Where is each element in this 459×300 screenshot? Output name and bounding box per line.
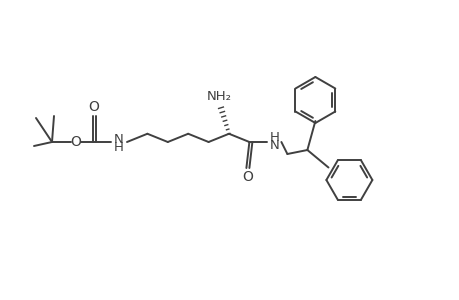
- Text: H: H: [114, 140, 123, 154]
- Text: O: O: [89, 100, 99, 114]
- Text: NH₂: NH₂: [206, 90, 231, 103]
- Text: O: O: [241, 170, 252, 184]
- Text: O: O: [70, 135, 81, 149]
- Text: N: N: [114, 133, 123, 146]
- Text: N: N: [269, 139, 279, 152]
- Text: H: H: [269, 130, 279, 143]
